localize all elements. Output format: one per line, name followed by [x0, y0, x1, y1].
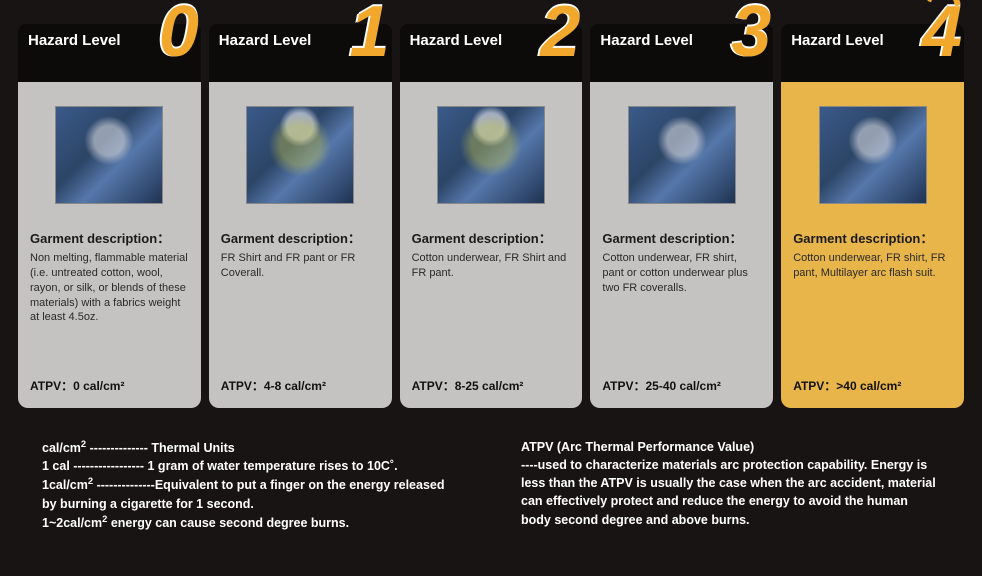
hazard-level-number: 2 [540, 0, 576, 68]
hazard-card-0: Hazard Level0 Garment description： Non mel… [18, 24, 201, 408]
footer-right-column: ATPV (Arc Thermal Performance Value)----… [521, 438, 940, 532]
card-header: Hazard Level1 [209, 24, 392, 82]
garment-image-placeholder [628, 106, 736, 204]
card-body: Garment description： Cotton underwear, FR… [590, 82, 773, 408]
card-body: Garment description： Cotton underwear, FR… [781, 82, 964, 408]
garment-description-label: Garment description： [602, 228, 761, 247]
atpv-value: ATPV：8-25 cal/cm² [412, 377, 571, 394]
garment-image-placeholder [819, 106, 927, 204]
hazard-card-1: Hazard Level1 Garment description： FR Shir… [209, 24, 392, 408]
flash-accent-icon [926, 0, 962, 4]
infographic-container: Hazard Level0Garment description：Non mel… [0, 0, 982, 532]
garment-description-label: Garment description： [793, 228, 952, 247]
hazard-card-3: Hazard Level3 Garment description： Cotton … [590, 24, 773, 408]
garment-description-text: FR Shirt and FR pant or FR Coverall. [221, 251, 380, 365]
garment-description-text: Cotton underwear, FR shirt, pant or cott… [602, 251, 761, 365]
card-body: Garment description： Non melting, flammab… [18, 82, 201, 408]
footer-left-column: cal/cm2 -------------- Thermal Units1 ca… [42, 438, 461, 532]
hazard-level-number: 0 [159, 0, 195, 68]
garment-description-label: Garment description： [30, 228, 189, 247]
atpv-value: ATPV：25-40 cal/cm² [602, 377, 761, 394]
garment-description-label: Garment description： [412, 228, 571, 247]
hazard-level-label: Hazard Level [600, 32, 693, 49]
hazard-card-4: Hazard Level4 Garment description： Cotton … [781, 24, 964, 408]
garment-image-placeholder [55, 106, 163, 204]
card-header: Hazard Level2 [400, 24, 583, 82]
hazard-level-label: Hazard Level [410, 32, 503, 49]
garment-description-text: Cotton underwear, FR shirt, FR pant, Mul… [793, 251, 952, 365]
atpv-value: ATPV：4-8 cal/cm² [221, 377, 380, 394]
card-header: Hazard Level4 [781, 24, 964, 82]
card-body: Garment description： FR Shirt and FR pant… [209, 82, 392, 408]
garment-description-text: Non melting, flammable material (i.e. un… [30, 251, 189, 365]
footer-notes: cal/cm2 -------------- Thermal Units1 ca… [18, 408, 964, 532]
garment-description-text: Cotton underwear, FR Shirt and FR pant. [412, 251, 571, 365]
hazard-level-number: 4 [922, 0, 958, 68]
hazard-level-label: Hazard Level [28, 32, 121, 49]
hazard-level-label: Hazard Level [791, 32, 884, 49]
card-header: Hazard Level0 [18, 24, 201, 82]
hazard-level-number: 1 [350, 0, 386, 68]
hazard-level-label: Hazard Level [219, 32, 312, 49]
card-header: Hazard Level3 [590, 24, 773, 82]
atpv-value: ATPV：0 cal/cm² [30, 377, 189, 394]
garment-description-label: Garment description： [221, 228, 380, 247]
garment-image-placeholder [246, 106, 354, 204]
hazard-level-number: 3 [731, 0, 767, 68]
garment-image-placeholder [437, 106, 545, 204]
atpv-value: ATPV：>40 cal/cm² [793, 377, 952, 394]
hazard-card-2: Hazard Level2 Garment description： Cotton … [400, 24, 583, 408]
hazard-cards-row: Hazard Level0 Garment description： Non mel… [18, 24, 964, 408]
card-body: Garment description： Cotton underwear, FR… [400, 82, 583, 408]
